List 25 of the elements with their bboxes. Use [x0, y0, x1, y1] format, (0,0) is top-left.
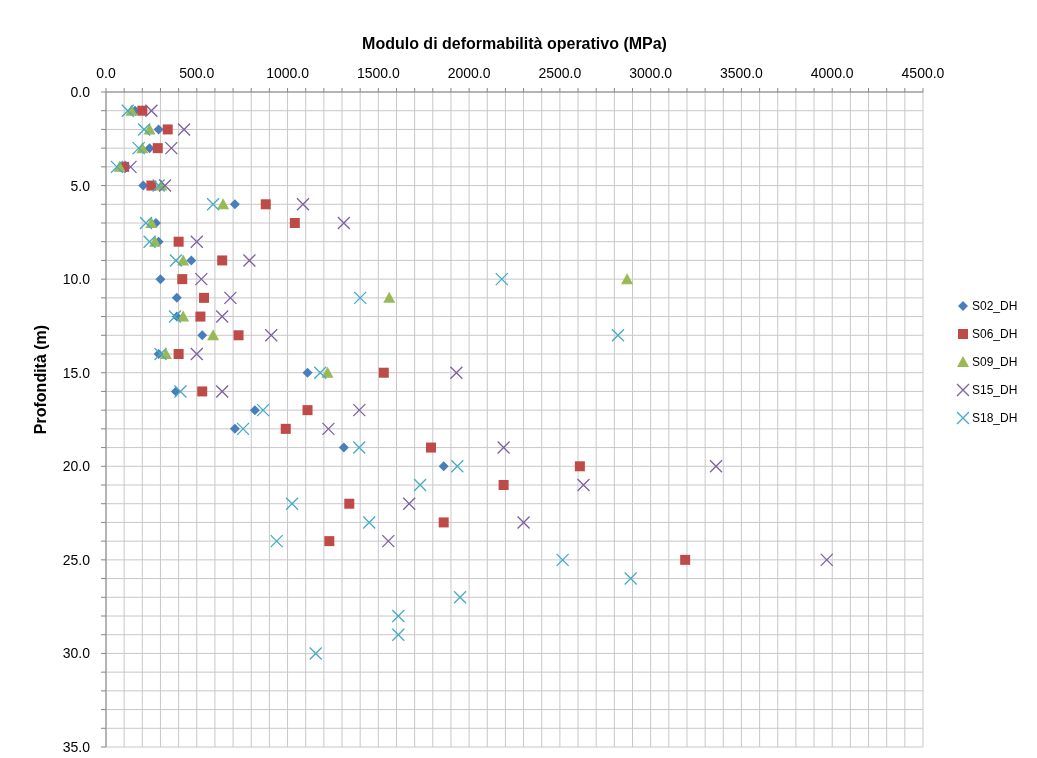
x-tick-label: 2500.0	[538, 65, 582, 81]
y-tick-label: 0.0	[70, 84, 91, 100]
y-tick-label: 35.0	[62, 739, 91, 755]
x-tick-label: 4500.0	[901, 65, 945, 81]
x-tick-label: 1000.0	[266, 65, 310, 81]
y-tick-label: 5.0	[70, 177, 91, 194]
y-tick-label: 30.0	[62, 645, 91, 662]
legend-label: S02_DH	[972, 299, 1018, 313]
y-tick-label: 15.0	[62, 364, 91, 381]
x-tick-label: 2000.0	[447, 65, 491, 81]
x-tick-label: 500.0	[179, 65, 215, 81]
y-tick-label: 20.0	[62, 458, 91, 475]
x-tick-label: 1500.0	[356, 65, 400, 81]
x-tick-label: 0.0	[96, 65, 116, 81]
y-tick-label: 25.0	[62, 551, 91, 568]
x-tick-label: 4000.0	[810, 65, 854, 81]
chart-title: Modulo di deformabilità operativo (MPa)	[362, 35, 667, 52]
x-tick-label: 3000.0	[629, 65, 673, 81]
y-tick-label: 10.0	[62, 271, 91, 288]
x-tick-label: 3500.0	[720, 65, 764, 81]
legend-label: S06_DH	[972, 327, 1018, 341]
legend-label: S09_DH	[972, 355, 1018, 369]
legend-label: S18_DH	[972, 411, 1018, 425]
y-axis-title: Profondità (m)	[32, 324, 49, 435]
legend-label: S15_DH	[972, 383, 1018, 397]
